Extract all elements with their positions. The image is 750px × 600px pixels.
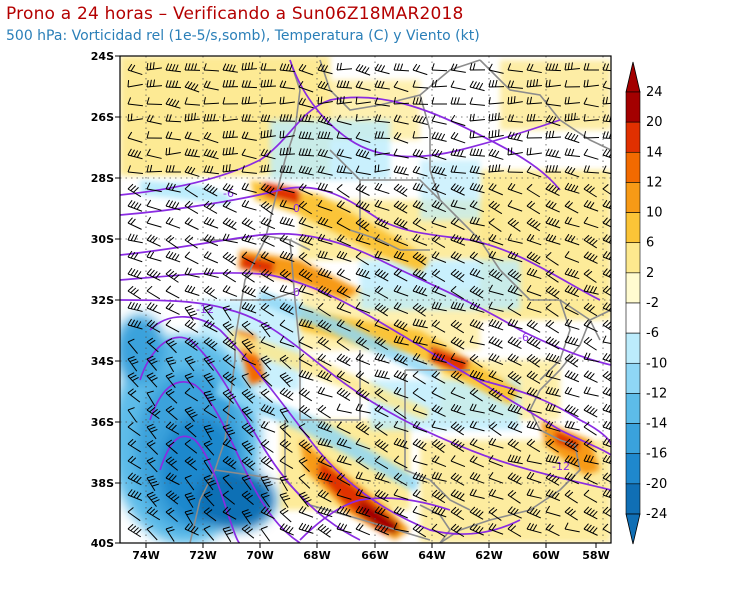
colorbar-top-arrow xyxy=(625,61,641,93)
contour-label: -6 xyxy=(518,331,529,344)
wind-barbs xyxy=(127,62,611,543)
lat-tick-label: 26S xyxy=(91,111,114,124)
lon-tick-label: 62W xyxy=(475,549,502,562)
colorbar-label: 10 xyxy=(646,206,663,221)
lat-tick-label: 30S xyxy=(91,233,114,246)
contour-label: 0 xyxy=(293,202,300,215)
lon-tick-label: 68W xyxy=(303,549,330,562)
colorbar-label: 24 xyxy=(646,85,663,100)
latitude-axis: 24S 26S 28S 30S 32S 34S 36S 38S 40S xyxy=(91,50,120,550)
colorbar-label: 20 xyxy=(646,115,663,130)
lat-tick-label: 24S xyxy=(91,50,114,63)
colorbar-swatch xyxy=(625,182,641,213)
vorticity-field xyxy=(120,56,611,543)
colorbar-swatch xyxy=(625,393,641,424)
lat-tick-label: 36S xyxy=(91,416,114,429)
colorbar-swatch xyxy=(625,483,641,515)
lat-tick-label: 28S xyxy=(91,172,114,185)
colorbar-swatch xyxy=(625,242,641,274)
lon-tick-label: 58W xyxy=(582,549,609,562)
colorbar-label: -16 xyxy=(646,447,667,462)
colorbar-label: -20 xyxy=(646,477,667,492)
map-title: Prono a 24 horas – Verificando a Sun06Z1… xyxy=(6,4,464,24)
lon-tick-label: 66W xyxy=(361,549,388,562)
contour-label: -6 xyxy=(223,187,234,200)
lon-tick-label: 70W xyxy=(246,549,273,562)
colorbar-label: -6 xyxy=(646,326,659,341)
plot-area: -6 0 -12 0 -6 -12 xyxy=(120,56,611,543)
contour-label: 0 xyxy=(293,286,300,299)
colorbar-swatch xyxy=(625,332,641,364)
colorbar-swatch xyxy=(625,272,641,304)
colorbar-swatch xyxy=(625,302,641,334)
colorbar-label: -12 xyxy=(646,386,667,401)
lon-tick-label: 64W xyxy=(418,549,445,562)
lat-tick-label: 34S xyxy=(91,355,114,368)
colorbar-swatch xyxy=(625,423,641,455)
colorbar: 24 20 14 12 10 6 2 -2 -6 -10 -12 -14 -16 -20 -24 xyxy=(625,61,667,545)
lon-tick-label: 72W xyxy=(189,549,216,562)
colorbar-label: 6 xyxy=(646,236,654,251)
colorbar-label: -2 xyxy=(646,296,659,311)
colorbar-swatch xyxy=(625,151,641,183)
lat-tick-label: 32S xyxy=(91,294,114,307)
colorbar-label: 14 xyxy=(646,145,663,160)
colorbar-swatch xyxy=(625,121,641,153)
colorbar-label: -24 xyxy=(646,507,667,522)
map-subtitle: 500 hPa: Vorticidad rel (1e-5/s,somb), T… xyxy=(6,28,480,44)
colorbar-swatch xyxy=(625,212,641,244)
colorbar-label: 2 xyxy=(646,266,654,281)
colorbar-label: 12 xyxy=(646,175,663,190)
colorbar-label: -14 xyxy=(646,417,667,432)
lon-tick-label: 74W xyxy=(132,549,159,562)
lat-tick-label: 40S xyxy=(91,537,114,550)
colorbar-swatch xyxy=(625,91,641,123)
colorbar-swatch xyxy=(625,362,641,394)
lat-tick-label: 38S xyxy=(91,477,114,490)
colorbar-label: -10 xyxy=(646,356,667,371)
lon-tick-label: 60W xyxy=(532,549,559,562)
colorbar-swatch xyxy=(625,453,641,485)
colorbar-bottom-arrow xyxy=(625,513,641,545)
longitude-axis: 74W 72W 70W 68W 66W 64W 62W 60W 58W xyxy=(132,543,610,562)
